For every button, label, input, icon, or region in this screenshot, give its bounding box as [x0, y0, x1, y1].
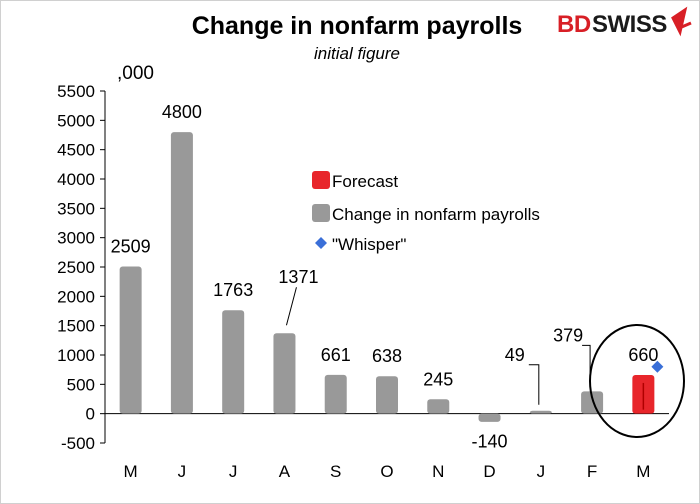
data-label: 245	[423, 369, 453, 389]
logo-bd-text: BD	[557, 11, 591, 38]
legend-label-whisper: "Whisper"	[332, 235, 406, 254]
y-tick-label: 4000	[57, 170, 95, 189]
y-unit-label: ,000	[117, 63, 154, 84]
payrolls-bar	[581, 391, 604, 414]
y-tick-label: 4500	[57, 141, 95, 160]
data-label: 379	[553, 325, 583, 345]
legend-marker-whisper	[315, 237, 327, 249]
y-tick-label: 3000	[57, 229, 95, 248]
x-tick-label: J	[178, 462, 187, 481]
y-tick-label: 1500	[57, 317, 95, 336]
data-label: 1371	[278, 267, 318, 287]
label-layer: 2509 4800 1763 1371 661 638 245 -140 49 379 660	[111, 102, 659, 452]
data-label: 660	[628, 345, 658, 365]
legend: Forecast Change in nonfarm payrolls "Whi…	[312, 171, 540, 254]
y-tick-label: 2500	[57, 258, 95, 277]
data-label: -140	[472, 432, 508, 452]
payrolls-bar	[170, 132, 193, 414]
legend-swatch-forecast	[312, 171, 330, 189]
y-tick-label: 1000	[57, 346, 95, 365]
payrolls-bar	[427, 399, 450, 414]
label-leader-line	[582, 344, 591, 388]
data-label: 661	[321, 345, 351, 365]
y-tick-label: 5500	[57, 82, 95, 101]
legend-swatch-payrolls	[312, 204, 330, 222]
payrolls-bar	[119, 266, 142, 414]
brand-logo: BD SWISS	[557, 6, 692, 38]
logo-arrow-icon	[671, 6, 692, 37]
payrolls-bar	[222, 310, 245, 414]
payrolls-bar	[376, 376, 398, 414]
x-tick-label: A	[279, 462, 291, 481]
highlight-circle	[589, 324, 685, 438]
legend-label-payrolls: Change in nonfarm payrolls	[332, 205, 540, 224]
whisper-marker	[651, 360, 664, 373]
x-tick-label: N	[432, 462, 444, 481]
x-tick-label: D	[483, 462, 495, 481]
data-label: 4800	[162, 102, 202, 122]
payrolls-bar	[529, 410, 552, 414]
y-tick-label: -500	[61, 434, 95, 453]
legend-label-forecast: Forecast	[332, 172, 398, 191]
data-label: 2509	[111, 236, 151, 256]
label-leader-line	[528, 364, 540, 405]
x-tick-label: M	[124, 462, 138, 481]
chart-subtitle: initial figure	[314, 44, 400, 63]
logo-swiss-text: SWISS	[592, 11, 667, 38]
data-label: 1763	[213, 280, 253, 300]
y-tick-label: 2000	[57, 287, 95, 306]
y-tick-label: 500	[67, 375, 95, 394]
x-tick-label: M	[636, 462, 650, 481]
x-tick-label: O	[380, 462, 393, 481]
payrolls-bar	[273, 333, 296, 414]
y-tick-label: 5000	[57, 111, 95, 130]
y-tick-label: 0	[86, 405, 95, 424]
payrolls-bar	[324, 374, 347, 414]
x-tick-label: J	[229, 462, 238, 481]
x-tick-label: J	[537, 462, 546, 481]
chart-title: Change in nonfarm payrolls	[192, 12, 523, 40]
x-tick-label: F	[587, 462, 597, 481]
data-label: 638	[372, 346, 402, 366]
label-leader-line	[285, 287, 297, 326]
payrolls-bar	[478, 413, 501, 422]
x-tick-label: S	[330, 462, 341, 481]
bar-layer	[119, 132, 664, 422]
data-label: 49	[505, 345, 525, 365]
y-tick-label: 3500	[57, 199, 95, 218]
axis-layer: -500 0 500 1000 1500 2000 2500 3000 3500 4000 4500…	[57, 82, 669, 481]
